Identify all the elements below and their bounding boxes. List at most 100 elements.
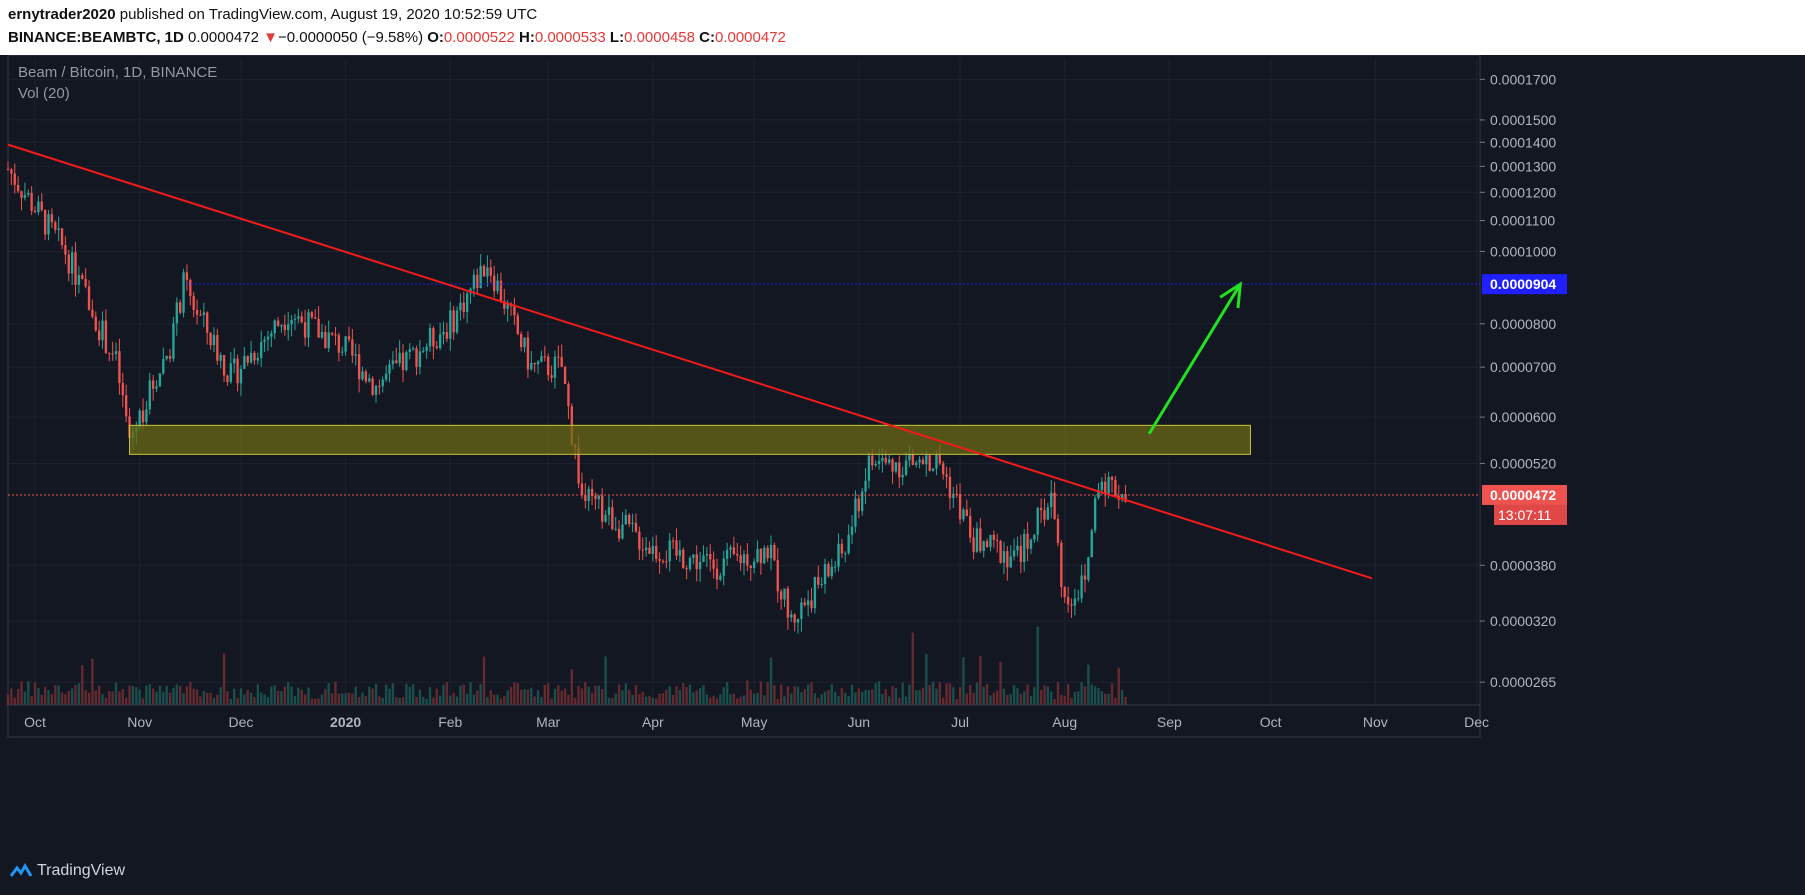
candle-body: [675, 540, 678, 556]
volume-bar: [54, 685, 57, 705]
volume-bar: [901, 682, 904, 705]
candle-body: [37, 201, 40, 213]
volume-bar: [996, 690, 999, 705]
volume-bar: [827, 690, 830, 705]
candle-body: [310, 312, 314, 318]
candle-body: [256, 357, 260, 361]
candle-body: [216, 335, 219, 361]
volume-bar: [77, 683, 81, 705]
tradingview-logo[interactable]: TradingView: [10, 862, 125, 880]
volume-bar: [982, 686, 985, 705]
volume-bar: [1077, 691, 1080, 705]
candle-body: [577, 447, 580, 484]
candle-body: [628, 514, 631, 524]
candle-body: [904, 460, 908, 475]
candle-body: [43, 209, 47, 235]
volume-bar: [844, 692, 847, 705]
volume-bar: [209, 692, 212, 705]
volume-bar: [155, 691, 158, 705]
candle-body: [931, 468, 935, 471]
volume-bar: [226, 691, 229, 705]
volume-bar: [57, 685, 60, 705]
candle-body: [354, 354, 357, 356]
volume-bar: [128, 685, 131, 705]
volume-bar: [503, 695, 506, 705]
volume-bar: [13, 697, 16, 705]
candle-body: [746, 554, 749, 566]
volume-bar: [101, 694, 104, 705]
tradingview-brand: TradingView: [37, 862, 126, 879]
publisher-name[interactable]: ernytrader2020: [8, 6, 116, 23]
volume-bar: [509, 686, 513, 705]
volume-bar: [317, 698, 320, 705]
volume-bar: [1012, 685, 1016, 705]
x-tick-label: Apr: [642, 714, 664, 730]
candle-body: [759, 548, 763, 564]
resistance-price-text: 0.0000904: [1490, 276, 1556, 292]
candle-body: [1114, 479, 1117, 496]
volume-bars: [6, 626, 1127, 705]
candle-body: [94, 316, 97, 331]
candle-body: [327, 332, 330, 349]
candle-body: [121, 382, 124, 396]
candle-body: [108, 352, 111, 354]
candle-body: [303, 322, 307, 338]
candle-body: [378, 385, 381, 387]
volume-bar: [43, 686, 47, 705]
tradingview-logo-icon: [10, 863, 32, 877]
candle-body: [111, 353, 114, 355]
volume-bar: [614, 693, 617, 705]
volume-bar: [371, 688, 374, 705]
candle-body: [276, 320, 280, 327]
candle-body: [1002, 551, 1006, 563]
x-tick-label: Nov: [1363, 714, 1388, 730]
volume-bar: [779, 684, 783, 705]
candle-body: [206, 312, 209, 333]
volume-bar: [37, 688, 40, 705]
volume-bar: [320, 694, 324, 705]
candle-body: [506, 303, 509, 309]
volume-bar: [1053, 698, 1056, 705]
x-tick-label: Jun: [847, 714, 870, 730]
volume-bar: [840, 687, 844, 705]
volume-bar: [543, 684, 546, 705]
volume-bar: [796, 686, 800, 705]
volume-bar: [449, 695, 452, 705]
candle-body: [773, 545, 776, 561]
volume-bar: [925, 654, 928, 705]
volume-bar: [74, 684, 77, 705]
volume-bar: [931, 681, 935, 705]
volume-bar: [820, 694, 823, 705]
close-value: 0.0000472: [714, 29, 786, 46]
volume-bar: [533, 696, 536, 705]
volume-bar: [256, 684, 260, 705]
price-chart[interactable]: Oct Nov Dec 2020 Feb Mar Apr May Jun Jul Aug Sep Oct…: [0, 55, 1805, 850]
x-tick-label: Dec: [229, 714, 254, 730]
volume-bar: [759, 681, 763, 705]
volume-bar: [513, 682, 516, 705]
candle-body: [860, 491, 864, 512]
volume-bar: [813, 693, 817, 705]
candle-body: [614, 528, 617, 530]
candle-body: [104, 320, 108, 353]
candle-body: [182, 272, 185, 313]
candle-body: [219, 355, 222, 361]
candle-body: [202, 312, 205, 315]
chart-area[interactable]: Oct Nov Dec 2020 Feb Mar Apr May Jun Jul Aug Sep Oct…: [0, 55, 1805, 850]
volume-bar: [60, 692, 64, 705]
candles: [6, 161, 1127, 634]
candle-body: [368, 378, 371, 382]
candle-body: [692, 554, 695, 558]
volume-bar: [898, 697, 901, 705]
candle-body: [739, 555, 742, 564]
candle-body: [23, 194, 27, 198]
volume-bar: [1039, 689, 1043, 705]
volume-bar: [678, 689, 682, 705]
volume-bar: [736, 698, 739, 705]
volume-bar: [273, 685, 276, 705]
support-zone: [129, 424, 1251, 455]
volume-bar: [955, 698, 958, 705]
volume-bar: [469, 682, 472, 705]
volume-bar: [553, 688, 557, 705]
candle-body: [590, 488, 594, 497]
